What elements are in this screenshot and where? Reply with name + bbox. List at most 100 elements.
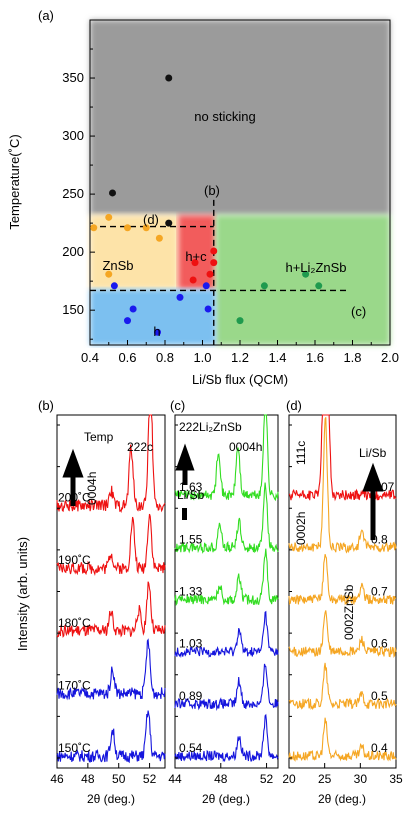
data-point: [124, 224, 131, 232]
data-point: [124, 317, 131, 325]
series-label: 0.5: [371, 689, 388, 703]
x-tick-label: 48: [81, 772, 95, 786]
data-point: [206, 270, 214, 278]
region-znsb: [90, 215, 179, 290]
x-axis-label-d: 2θ (deg.): [318, 792, 366, 806]
peak-label-222li2znsb: 222Li₂ZnSb: [179, 420, 242, 434]
series-label: 1.33: [179, 585, 203, 599]
series-label: 1.03: [179, 637, 203, 651]
spectrum-line: [288, 554, 397, 606]
data-point: [105, 270, 113, 278]
series-label: 1.55: [179, 532, 203, 546]
x-tick-label: 44: [168, 772, 182, 786]
peak-label-222c-b: 222c: [127, 440, 153, 454]
x-tick-label: 2.0: [381, 350, 399, 365]
spectrum-line: [288, 610, 397, 658]
data-point: [210, 259, 218, 267]
x-axis-label-c: 2θ (deg.): [202, 792, 250, 806]
x-tick-label: 52: [143, 772, 157, 786]
x-tick-label: 1.4: [268, 350, 286, 365]
data-point: [154, 328, 161, 336]
data-point: [315, 282, 323, 290]
spectrum-line: [56, 414, 166, 514]
arrow-label-b: Temp: [84, 430, 114, 444]
series-label: 0.7: [371, 585, 388, 599]
arrow-label-d: Li/Sb: [359, 446, 387, 460]
data-point: [165, 74, 173, 82]
region-h: [90, 289, 216, 345]
data-point: [210, 247, 218, 255]
spectrum-line: [174, 663, 279, 711]
data-point: [165, 219, 173, 227]
data-point: [302, 270, 310, 278]
data-point: [202, 282, 210, 290]
up-arrow-icon: [175, 443, 195, 485]
arrow-label-c: Li/Sb: [177, 488, 205, 502]
x-tick-label: 30: [354, 772, 368, 786]
data-point: [142, 224, 150, 232]
spectrum-line: [288, 414, 397, 502]
spectrum-line: [288, 662, 397, 711]
arrow-tail-icon: [182, 508, 187, 520]
x-axis-ticks: 0.4 0.6 0.8 1.0 1.2 1.4 1.6 1.8 2.0: [81, 340, 399, 365]
panel-d: (d) 0.40.50.60.70.81.07 20 25 30 35 2θ (deg…: [282, 398, 403, 806]
region-label-h-li2znsb: h+Li₂ZnSb: [285, 260, 346, 275]
x-tick-label: 35: [389, 772, 403, 786]
x-tick-label: 25: [318, 772, 332, 786]
x-tick-label: 52: [260, 772, 274, 786]
y-tick-label: 200: [62, 244, 84, 259]
data-point: [236, 317, 244, 325]
up-arrow-icon: [362, 462, 384, 540]
x-tick-label: 1.0: [193, 350, 211, 365]
data-point: [105, 213, 113, 221]
guide-label-c: (c): [351, 304, 366, 319]
phase-regions: [90, 20, 390, 345]
spectrum-line: [56, 710, 166, 764]
region-label-no-sticking: no sticking: [194, 109, 255, 124]
spectrum-line: [174, 414, 279, 502]
spectrum-line: [288, 717, 397, 762]
series-label: 0.89: [179, 689, 203, 703]
data-point: [189, 276, 197, 284]
data-point: [176, 293, 184, 301]
region-label-h: h: [153, 324, 160, 339]
y-tick-label: 350: [62, 70, 84, 85]
spectrum-line: [56, 513, 166, 577]
series-label: 190˚C: [58, 553, 91, 567]
panel-a-label: (a): [38, 8, 54, 23]
x-tick-label: 20: [282, 772, 296, 786]
x-tick-label: 50: [112, 772, 126, 786]
region-label-h-c: h+c: [185, 249, 207, 264]
x-axis-ticks-c: 44 48 52: [168, 424, 274, 786]
spectrum-line: [56, 638, 166, 701]
x-tick-label: 1.6: [306, 350, 324, 365]
spectra-c: 0.540.891.031.331.551.63: [174, 414, 279, 763]
panel-b-label: (b): [38, 398, 54, 413]
region-no-sticking: [90, 20, 390, 215]
spectrum-line: [56, 581, 166, 638]
panel-c: (c) 0.540.891.031.331.551.63 44 48 52 2θ (…: [168, 398, 279, 806]
data-point: [191, 259, 199, 267]
series-label: 150˚C: [58, 741, 91, 755]
guide-label-d: (d): [143, 212, 159, 227]
panel-d-label: (d): [286, 398, 302, 413]
peak-label-0002h: 0002h: [294, 512, 308, 545]
series-label: 0.4: [371, 741, 388, 755]
y-axis-ticks: 150 200 250 300 350: [62, 48, 95, 340]
data-point: [129, 305, 137, 313]
guide-label-b: (b): [204, 183, 220, 198]
spectrum-line: [174, 482, 279, 554]
peak-label-0004h-b: 0004h: [85, 472, 99, 505]
peak-label-0004h-c: 0004h: [229, 440, 262, 454]
y-tick-label: 300: [62, 128, 84, 143]
panel-c-label: (c): [170, 398, 185, 413]
data-point: [204, 305, 212, 313]
data-point: [260, 282, 268, 290]
peak-label-111c: 111c: [294, 441, 308, 465]
series-label: 180˚C: [58, 616, 91, 630]
data-points: [90, 74, 323, 336]
region-label-znsb: ZnSb: [102, 258, 133, 273]
